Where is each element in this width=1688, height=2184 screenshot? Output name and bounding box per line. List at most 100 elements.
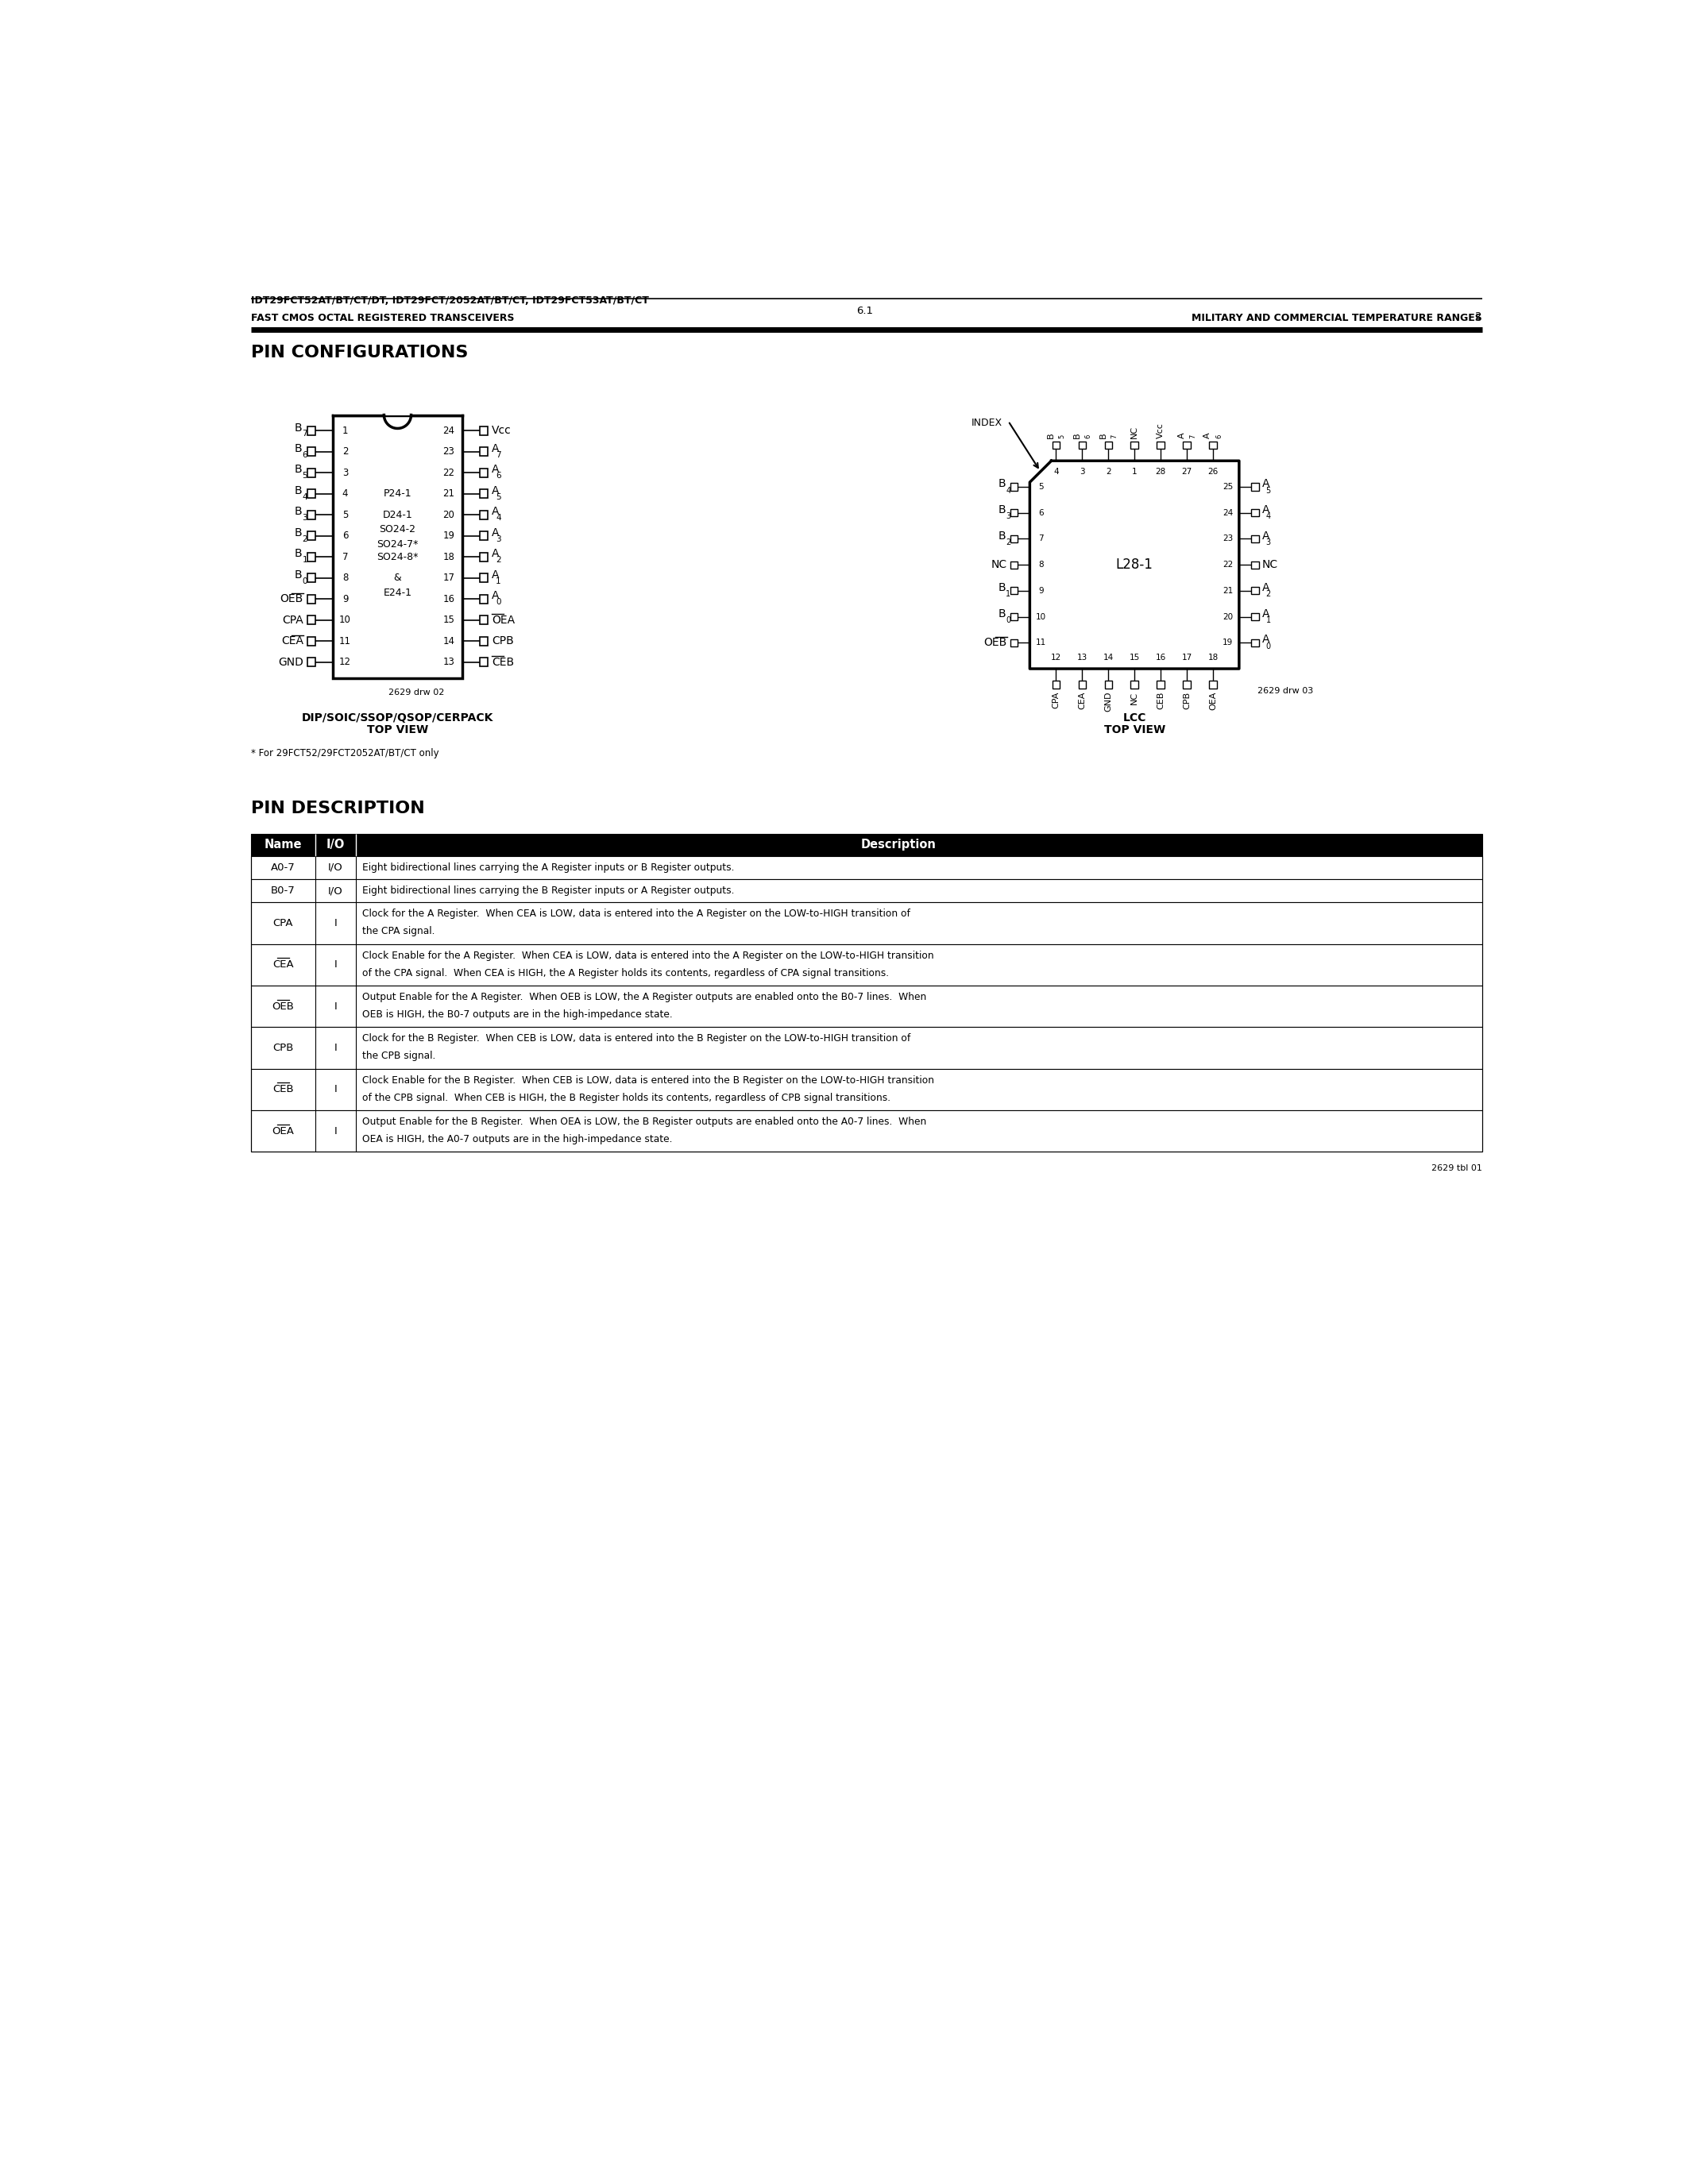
Text: TOP VIEW: TOP VIEW [1104, 725, 1165, 736]
Text: 7: 7 [1038, 535, 1043, 544]
Text: 28: 28 [1155, 467, 1166, 476]
Text: 14: 14 [442, 636, 454, 646]
Bar [479, 470, 488, 476]
Text: 5: 5 [302, 472, 307, 480]
Bar [307, 531, 316, 539]
Text: I: I [334, 1000, 338, 1011]
Text: 3: 3 [1266, 539, 1271, 546]
Text: OEA: OEA [491, 614, 515, 625]
Text: 19: 19 [1222, 638, 1234, 646]
Text: 26: 26 [1207, 467, 1219, 476]
Text: OEA is HIGH, the A0-7 outputs are in the high-impedance state.: OEA is HIGH, the A0-7 outputs are in the… [361, 1133, 672, 1144]
Bar [1156, 441, 1165, 448]
Text: I/O: I/O [326, 839, 344, 852]
Text: Clock for the B Register.  When CEB is LOW, data is entered into the B Register : Clock for the B Register. When CEB is LO… [361, 1033, 910, 1044]
Text: B: B [294, 548, 302, 559]
Bar [479, 657, 488, 666]
Text: L28-1: L28-1 [1116, 557, 1153, 572]
Text: 20: 20 [442, 509, 454, 520]
Bar [1131, 441, 1138, 448]
Text: A0-7: A0-7 [270, 863, 295, 874]
Text: SO24-7*: SO24-7* [376, 539, 419, 550]
Text: 11: 11 [1036, 638, 1047, 646]
Text: 9: 9 [343, 594, 348, 605]
Bar [307, 594, 316, 603]
Text: SO24-2: SO24-2 [380, 524, 415, 535]
Bar [479, 574, 488, 583]
Text: 5: 5 [496, 494, 501, 500]
Text: CEB: CEB [272, 1083, 294, 1094]
Text: I: I [334, 1127, 338, 1136]
Bar [307, 616, 316, 625]
Bar [1209, 681, 1217, 688]
Text: 6: 6 [302, 450, 307, 459]
Text: 13: 13 [1077, 653, 1087, 662]
Text: 17: 17 [442, 572, 454, 583]
Text: 1: 1 [1131, 467, 1138, 476]
Bar [1079, 441, 1085, 448]
Text: CEA: CEA [282, 636, 304, 646]
Text: NC: NC [1263, 559, 1278, 570]
Text: 2629 drw 03: 2629 drw 03 [1258, 688, 1313, 695]
Text: of the CPA signal.  When CEA is HIGH, the A Register holds its contents, regardl: of the CPA signal. When CEA is HIGH, the… [361, 968, 888, 978]
Text: 1: 1 [496, 577, 501, 585]
Bar [252, 902, 1482, 943]
Text: &: & [393, 572, 402, 583]
Text: CEB: CEB [1156, 692, 1165, 710]
Bar [307, 574, 316, 583]
Text: CPA: CPA [282, 614, 304, 625]
Text: Clock Enable for the B Register.  When CEB is LOW, data is entered into the B Re: Clock Enable for the B Register. When CE… [361, 1075, 933, 1085]
Text: NC: NC [1131, 692, 1138, 703]
Bar [479, 531, 488, 539]
Text: LCC: LCC [1123, 712, 1146, 723]
Text: CPB: CPB [1183, 692, 1190, 710]
Text: B: B [294, 570, 302, 581]
Text: SO24-8*: SO24-8* [376, 553, 419, 561]
Text: A: A [491, 465, 500, 476]
Text: 4: 4 [496, 513, 501, 522]
Bar [1009, 640, 1018, 646]
Text: B: B [294, 526, 302, 539]
Text: Clock for the A Register.  When CEA is LOW, data is entered into the A Register : Clock for the A Register. When CEA is LO… [361, 909, 910, 919]
Text: 3: 3 [496, 535, 501, 544]
Bar [1052, 681, 1060, 688]
Text: 6: 6 [1085, 435, 1092, 439]
Text: Clock Enable for the A Register.  When CEA is LOW, data is entered into the A Re: Clock Enable for the A Register. When CE… [361, 950, 933, 961]
Text: 2: 2 [1106, 467, 1111, 476]
Text: Name: Name [263, 839, 302, 852]
Text: 6: 6 [343, 531, 348, 542]
Text: 17: 17 [1182, 653, 1192, 662]
Bar [1251, 587, 1259, 594]
Text: FAST CMOS OCTAL REGISTERED TRANSCEIVERS: FAST CMOS OCTAL REGISTERED TRANSCEIVERS [252, 312, 515, 323]
Text: 4: 4 [343, 489, 348, 498]
Text: 1: 1 [302, 557, 307, 563]
Bar [307, 657, 316, 666]
Text: 22: 22 [1222, 561, 1234, 568]
Text: DIP/SOIC/SSOP/QSOP/CERPACK: DIP/SOIC/SSOP/QSOP/CERPACK [302, 712, 493, 723]
Text: 16: 16 [1155, 653, 1166, 662]
Text: A: A [491, 443, 500, 454]
Text: OEB: OEB [272, 1000, 294, 1011]
Text: 2: 2 [496, 557, 501, 563]
Bar [252, 1068, 1482, 1109]
Bar [252, 1109, 1482, 1151]
Bar [252, 834, 1482, 1151]
Text: A: A [1263, 531, 1269, 542]
Text: 3: 3 [343, 467, 348, 478]
Text: 1: 1 [343, 426, 348, 437]
Text: 5: 5 [1058, 435, 1065, 439]
Text: I/O: I/O [327, 885, 343, 895]
Text: 2629 drw 02: 2629 drw 02 [388, 688, 444, 697]
Bar [1009, 561, 1018, 568]
Text: A: A [1263, 583, 1269, 594]
Text: B: B [294, 465, 302, 476]
Text: B: B [294, 422, 302, 432]
Text: 5: 5 [1038, 483, 1043, 491]
Text: 24: 24 [1222, 509, 1234, 518]
Bar [1104, 681, 1112, 688]
Text: 27: 27 [1182, 467, 1192, 476]
Text: 3: 3 [1080, 467, 1085, 476]
Text: GND: GND [1104, 692, 1112, 712]
Bar [1104, 441, 1112, 448]
Text: CEA: CEA [1079, 692, 1085, 710]
